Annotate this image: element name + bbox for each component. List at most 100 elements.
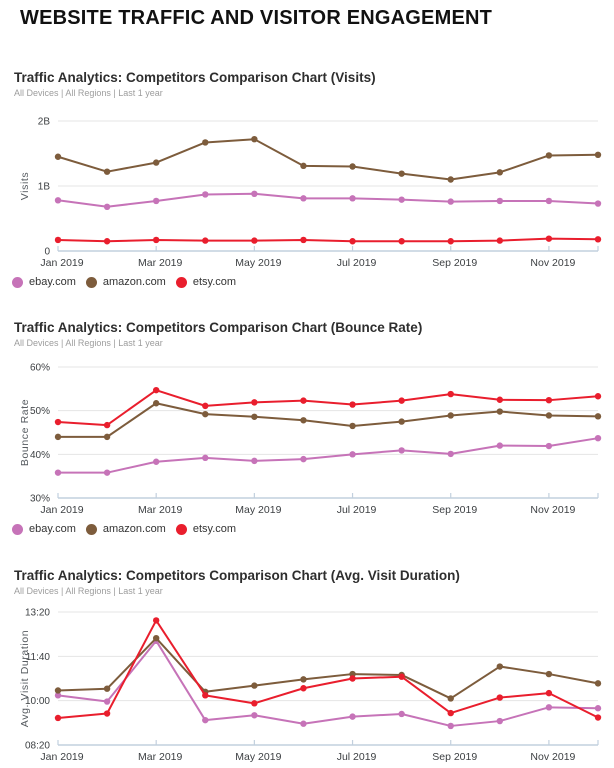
data-point-ebay.com-Oct 2019 (496, 197, 504, 205)
chart-title-visits: Traffic Analytics: Competitors Compariso… (14, 70, 376, 85)
data-point-ebay.com-Jan 2019 (54, 692, 62, 699)
data-point-ebay.com-Oct 2019 (496, 717, 504, 725)
data-point-etsy.com-Apr 2019 (202, 402, 209, 410)
series-line-amazon.com (57, 637, 599, 700)
data-point-ebay.com-Jan 2019 (54, 469, 62, 476)
data-point-amazon.com-Aug 2019 (398, 418, 405, 425)
legend-item-ebay.com[interactable]: ebay.com (12, 523, 76, 535)
x-axis-tick-label: Jul 2019 (337, 257, 377, 269)
data-point-ebay.com-Mar 2019 (152, 458, 160, 465)
x-axis-tick-label: May 2019 (235, 257, 281, 269)
chart-subtitle-visits: All Devices | All Regions | Last 1 year (14, 88, 163, 98)
data-point-amazon.com-May 2019 (251, 136, 258, 143)
data-point-etsy.com-Dec 2019 (594, 714, 602, 721)
data-point-etsy.com-Feb 2019 (103, 710, 111, 717)
data-point-amazon.com-Feb 2019 (103, 685, 111, 692)
series-line-ebay.com (57, 639, 599, 727)
data-point-amazon.com-Jun 2019 (300, 162, 307, 170)
x-axis-tick-label: Jul 2019 (337, 504, 377, 516)
legend-item-amazon.com[interactable]: amazon.com (85, 523, 166, 535)
data-point-amazon.com-Dec 2019 (594, 413, 602, 420)
data-point-amazon.com-Nov 2019 (545, 670, 553, 678)
data-point-ebay.com-Sep 2019 (447, 198, 454, 205)
legend-dot-icon (12, 523, 23, 535)
x-axis-tick-label: May 2019 (235, 751, 281, 763)
data-point-ebay.com-Apr 2019 (202, 454, 209, 462)
data-point-etsy.com-Nov 2019 (545, 396, 553, 404)
data-point-etsy.com-Oct 2019 (496, 694, 504, 701)
data-point-ebay.com-May 2019 (251, 712, 258, 719)
data-point-etsy.com-Feb 2019 (103, 421, 111, 429)
x-axis-tick-label: Sep 2019 (432, 504, 477, 516)
data-point-etsy.com-Sep 2019 (447, 709, 454, 717)
data-point-amazon.com-Mar 2019 (152, 400, 160, 407)
legend-item-etsy.com[interactable]: etsy.com (175, 523, 237, 535)
series-line-etsy.com (57, 389, 599, 427)
data-point-amazon.com-Nov 2019 (545, 152, 553, 159)
data-point-etsy.com-Oct 2019 (496, 237, 504, 244)
legend-dot-icon (175, 276, 187, 288)
data-point-amazon.com-Oct 2019 (496, 663, 504, 670)
data-point-amazon.com-Sep 2019 (447, 695, 454, 702)
data-point-ebay.com-Mar 2019 (152, 197, 160, 205)
x-axis-tick-label: Nov 2019 (530, 504, 575, 516)
data-point-amazon.com-Jan 2019 (54, 153, 62, 160)
bounce-rate-line-chart: 60% 50% 40% 30%Jan 2019 Mar 2019 May 2019 Jul … (19, 363, 602, 516)
data-point-etsy.com-Nov 2019 (545, 235, 553, 242)
legend-dot-icon (85, 276, 97, 288)
chart-title-bounce-rate: Traffic Analytics: Competitors Compariso… (14, 320, 423, 335)
x-axis-tick-label: Sep 2019 (432, 751, 477, 763)
data-point-amazon.com-Jul 2019 (349, 670, 356, 678)
data-point-ebay.com-Apr 2019 (202, 716, 209, 724)
data-point-amazon.com-Mar 2019 (152, 634, 160, 642)
data-point-etsy.com-Sep 2019 (447, 238, 454, 245)
data-point-amazon.com-Apr 2019 (202, 139, 209, 146)
data-point-etsy.com-Mar 2019 (152, 236, 160, 244)
data-point-ebay.com-Jun 2019 (300, 455, 307, 463)
series-line-etsy.com (57, 619, 599, 719)
data-point-etsy.com-Jan 2019 (54, 714, 62, 722)
data-point-etsy.com-Nov 2019 (545, 689, 553, 697)
data-point-ebay.com-Dec 2019 (594, 705, 602, 712)
y-axis-tick-label: 11:40 (26, 652, 51, 663)
x-axis-tick-label: Jan 2019 (40, 504, 83, 516)
legend-item-etsy.com[interactable]: etsy.com (175, 276, 236, 288)
data-point-etsy.com-Oct 2019 (496, 396, 504, 403)
data-point-ebay.com-Apr 2019 (202, 191, 209, 198)
data-point-ebay.com-Aug 2019 (398, 710, 405, 718)
data-point-amazon.com-Jan 2019 (54, 433, 62, 441)
data-point-ebay.com-Sep 2019 (447, 722, 454, 730)
x-axis-tick-label: Mar 2019 (138, 751, 183, 763)
legend-item-ebay.com[interactable]: ebay.com (12, 276, 76, 288)
visits-chart-section: Traffic Analytics: Competitors Compariso… (0, 70, 614, 320)
data-point-ebay.com-Jan 2019 (54, 197, 62, 204)
data-point-ebay.com-Dec 2019 (594, 200, 602, 207)
data-point-etsy.com-Mar 2019 (152, 617, 160, 624)
data-point-ebay.com-Aug 2019 (398, 196, 405, 203)
data-point-etsy.com-Jul 2019 (349, 401, 356, 408)
data-point-etsy.com-Aug 2019 (398, 673, 405, 680)
data-point-ebay.com-Feb 2019 (103, 469, 111, 476)
legend-dot-icon (85, 523, 97, 535)
y-axis-tick-label: 08:20 (25, 741, 50, 752)
x-axis-tick-label: Mar 2019 (138, 504, 183, 516)
data-point-etsy.com-Apr 2019 (202, 692, 209, 699)
legend-item-amazon.com[interactable]: amazon.com (85, 276, 166, 288)
data-point-amazon.com-Dec 2019 (594, 680, 602, 687)
series-line-amazon.com (57, 138, 599, 181)
x-axis-tick-label: Nov 2019 (530, 751, 575, 763)
page-title: WEBSITE TRAFFIC AND VISITOR ENGAGEMENT (20, 7, 493, 29)
series-line-ebay.com (57, 192, 599, 208)
legend-label: etsy.com (192, 523, 237, 535)
y-axis-title: Avg. Visit Duration (19, 630, 31, 727)
data-point-ebay.com-May 2019 (251, 457, 258, 465)
data-point-etsy.com-Mar 2019 (152, 386, 160, 394)
data-point-ebay.com-Dec 2019 (594, 434, 602, 442)
y-axis-title: Visits (19, 172, 31, 201)
x-axis-tick-label: Nov 2019 (530, 257, 575, 269)
y-axis-tick-label: 10:00 (25, 696, 50, 707)
y-axis-tick-label: 2B (38, 117, 51, 128)
data-point-amazon.com-Feb 2019 (103, 168, 111, 175)
data-point-etsy.com-Jul 2019 (349, 675, 356, 682)
